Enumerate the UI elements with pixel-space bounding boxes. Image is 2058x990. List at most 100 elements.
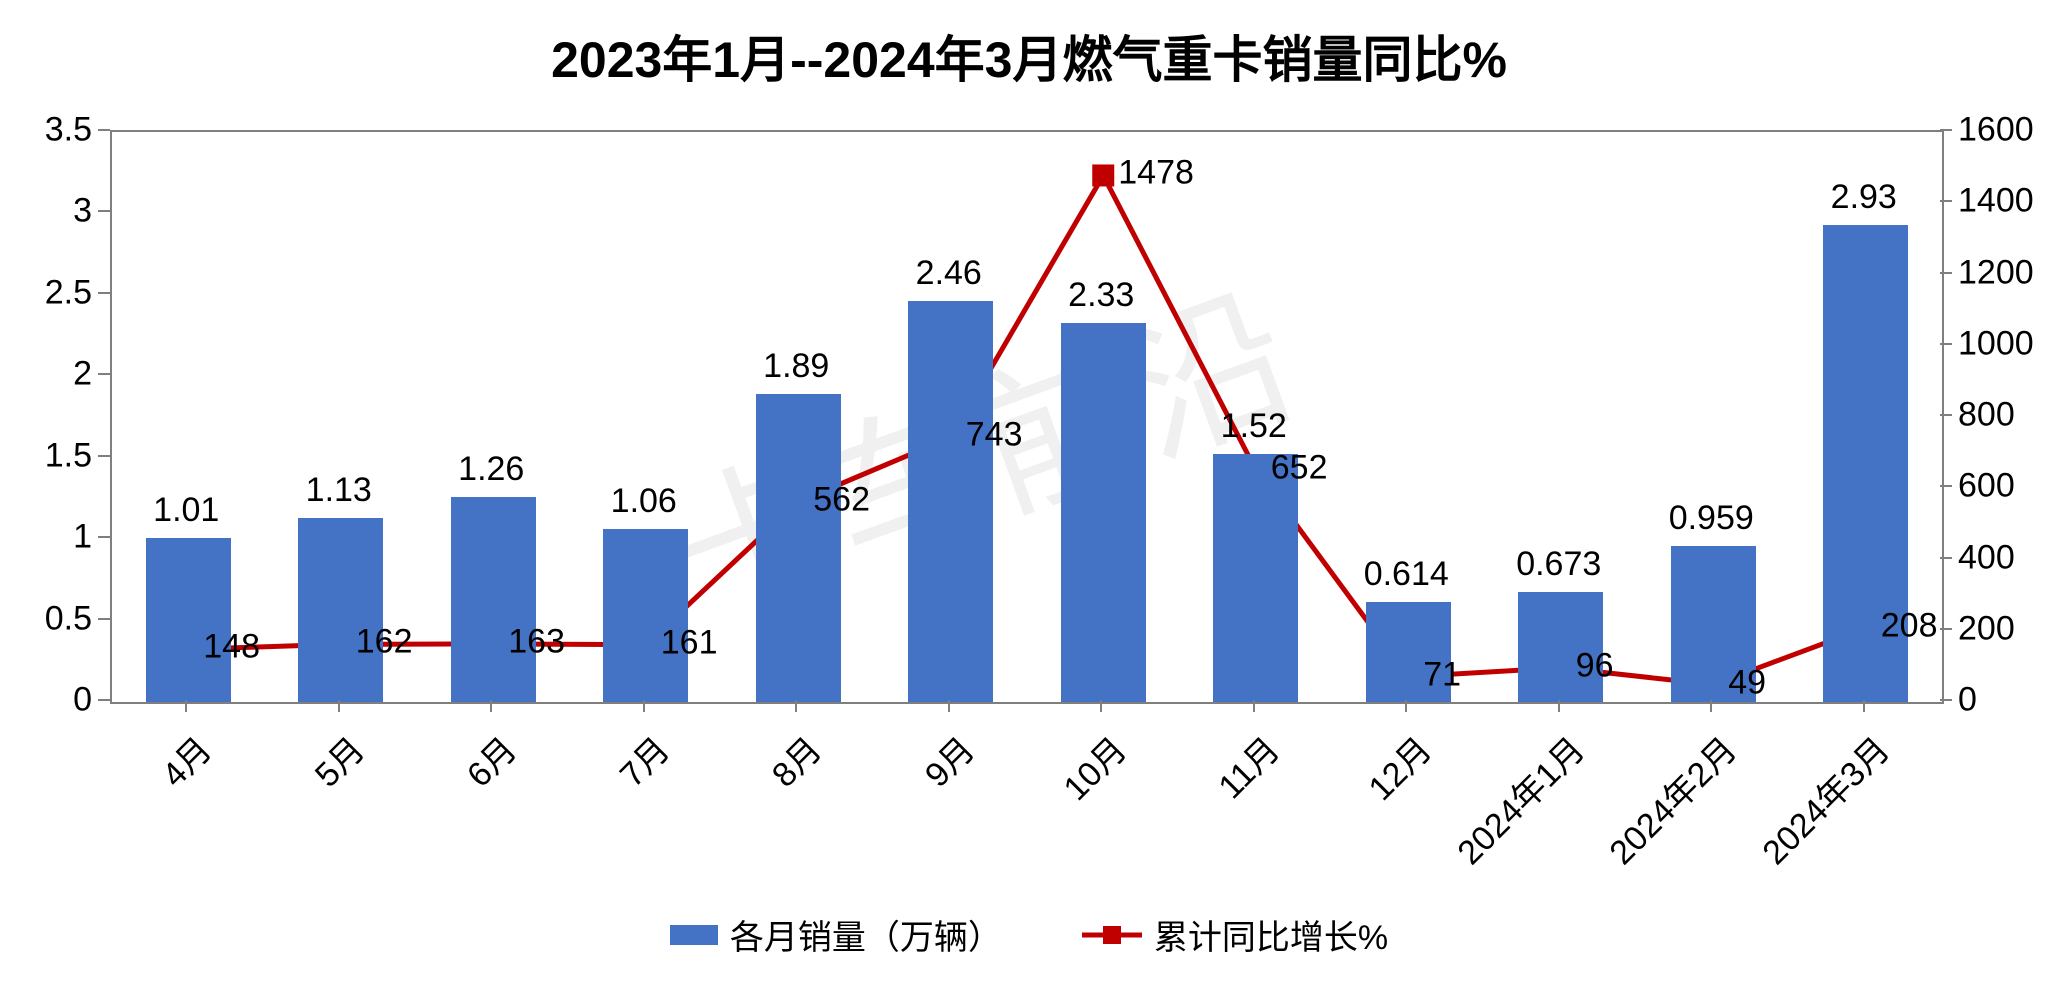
y-right-tick-label: 400	[1958, 538, 2015, 577]
x-tick-label: 11月	[1205, 724, 1289, 808]
x-tick-mark	[490, 700, 492, 712]
y-left-tick-mark	[98, 455, 110, 457]
y-left-tick-label: 0	[73, 681, 92, 720]
y-right-tick-mark	[1940, 200, 1952, 202]
bar-value-label: 1.06	[611, 482, 677, 521]
legend-line-label: 累计同比增长%	[1154, 910, 1388, 959]
bar-value-label: 1.89	[763, 347, 829, 386]
legend-bar-label: 各月销量（万辆）	[730, 910, 1002, 959]
y-right-tick-label: 800	[1958, 396, 2015, 435]
line-marker	[1092, 164, 1114, 186]
line-value-label: 96	[1576, 646, 1614, 685]
y-left-tick-label: 2	[73, 355, 92, 394]
bar-value-label: 2.46	[916, 254, 982, 293]
y-left-tick-label: 3	[73, 192, 92, 231]
line-value-label: 162	[356, 623, 413, 662]
plot-area	[110, 130, 1944, 704]
y-left-tick-mark	[98, 618, 110, 620]
bar	[298, 518, 383, 702]
x-tick-mark	[185, 700, 187, 712]
x-tick-mark	[948, 700, 950, 712]
y-right-tick-mark	[1940, 272, 1952, 274]
bar	[756, 394, 841, 702]
x-tick-mark	[1863, 700, 1865, 712]
y-right-tick-label: 600	[1958, 467, 2015, 506]
y-right-tick-mark	[1940, 699, 1952, 701]
x-tick-mark	[1558, 700, 1560, 712]
bar-value-label: 0.959	[1669, 499, 1754, 538]
x-tick-label: 5月	[301, 724, 373, 796]
bar	[908, 301, 993, 702]
chart-title: 2023年1月--2024年3月燃气重卡销量同比%	[0, 20, 2058, 92]
line-value-label: 148	[203, 628, 260, 667]
x-tick-label: 10月	[1050, 724, 1135, 809]
line-series-path	[188, 175, 1866, 684]
bar-value-label: 0.673	[1516, 545, 1601, 584]
x-tick-label: 8月	[759, 724, 831, 796]
bar-value-label: 1.01	[153, 491, 219, 530]
y-left-tick-label: 3.5	[45, 111, 92, 150]
y-right-tick-label: 0	[1958, 681, 1977, 720]
x-tick-label: 9月	[911, 724, 983, 796]
x-tick-mark	[338, 700, 340, 712]
legend-bar-swatch	[670, 925, 718, 945]
bar-value-label: 0.614	[1364, 555, 1449, 594]
y-left-tick-mark	[98, 699, 110, 701]
x-tick-mark	[1253, 700, 1255, 712]
bar	[603, 529, 688, 702]
legend-line-swatch	[1082, 923, 1142, 947]
bar-value-label: 2.33	[1068, 276, 1134, 315]
y-left-tick-label: 1	[73, 518, 92, 557]
x-tick-label: 2024年1月	[1444, 724, 1594, 874]
line-value-label: 49	[1728, 663, 1766, 702]
x-tick-label: 2024年2月	[1596, 724, 1746, 874]
bar-value-label: 1.52	[1221, 407, 1287, 446]
y-right-tick-mark	[1940, 485, 1952, 487]
bar	[451, 497, 536, 702]
chart-container: 2023年1月--2024年3月燃气重卡销量同比% 卡车前沿 各月销量（万辆） …	[0, 0, 2058, 990]
x-tick-mark	[643, 700, 645, 712]
y-right-tick-label: 1600	[1958, 111, 2034, 150]
y-right-tick-mark	[1940, 414, 1952, 416]
x-tick-label: 7月	[606, 724, 678, 796]
line-value-label: 163	[508, 622, 565, 661]
x-tick-mark	[1710, 700, 1712, 712]
bar	[1213, 454, 1298, 702]
y-right-tick-label: 1200	[1958, 253, 2034, 292]
legend-item-bars: 各月销量（万辆）	[670, 910, 1002, 959]
line-value-label: 743	[966, 416, 1023, 455]
bar-value-label: 1.26	[458, 450, 524, 489]
y-right-tick-mark	[1940, 628, 1952, 630]
y-left-tick-mark	[98, 210, 110, 212]
x-tick-mark	[795, 700, 797, 712]
y-left-tick-label: 2.5	[45, 273, 92, 312]
x-tick-label: 2024年3月	[1749, 724, 1899, 874]
y-left-tick-mark	[98, 373, 110, 375]
bar-value-label: 2.93	[1831, 178, 1897, 217]
y-left-tick-mark	[98, 129, 110, 131]
bar-value-label: 1.13	[306, 471, 372, 510]
x-tick-label: 4月	[149, 724, 221, 796]
y-right-tick-label: 1000	[1958, 324, 2034, 363]
y-left-tick-label: 0.5	[45, 599, 92, 638]
line-series-layer	[112, 132, 1942, 702]
y-right-tick-mark	[1940, 343, 1952, 345]
bar	[146, 538, 231, 702]
bar	[1061, 323, 1146, 702]
legend: 各月销量（万辆） 累计同比增长%	[0, 910, 2058, 959]
line-value-label: 161	[661, 623, 718, 662]
y-left-tick-mark	[98, 292, 110, 294]
line-value-label: 71	[1423, 655, 1461, 694]
x-tick-label: 6月	[454, 724, 526, 796]
legend-line-marker	[1103, 926, 1121, 944]
y-right-tick-label: 1400	[1958, 182, 2034, 221]
line-value-label: 652	[1271, 448, 1328, 487]
y-right-tick-mark	[1940, 557, 1952, 559]
legend-item-line: 累计同比增长%	[1082, 910, 1388, 959]
y-right-tick-label: 200	[1958, 609, 2015, 648]
y-left-tick-mark	[98, 536, 110, 538]
y-left-tick-label: 1.5	[45, 436, 92, 475]
x-tick-mark	[1100, 700, 1102, 712]
line-value-label: 208	[1881, 606, 1938, 645]
line-value-label: 1478	[1118, 154, 1194, 193]
